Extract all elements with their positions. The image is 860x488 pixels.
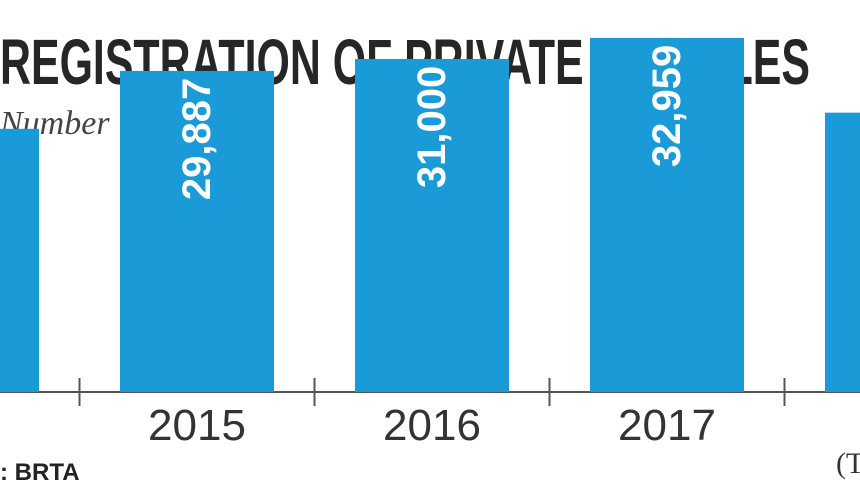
bar: [120, 70, 274, 393]
x-tick-label: 2015: [148, 401, 246, 450]
bar: [825, 112, 860, 392]
bar-value-label: 32,959: [645, 45, 689, 167]
bar-value-label: 29,887: [175, 78, 219, 200]
x-tick-label: 2017: [618, 401, 716, 450]
x-tick-label: 2016: [383, 401, 481, 450]
bar: [355, 58, 509, 392]
bar: [590, 37, 744, 392]
bar: [0, 128, 39, 393]
source-credit: : BRTA: [0, 459, 80, 486]
footnote-text: (T: [836, 447, 860, 480]
bar-value-label: 31,000: [410, 66, 454, 188]
